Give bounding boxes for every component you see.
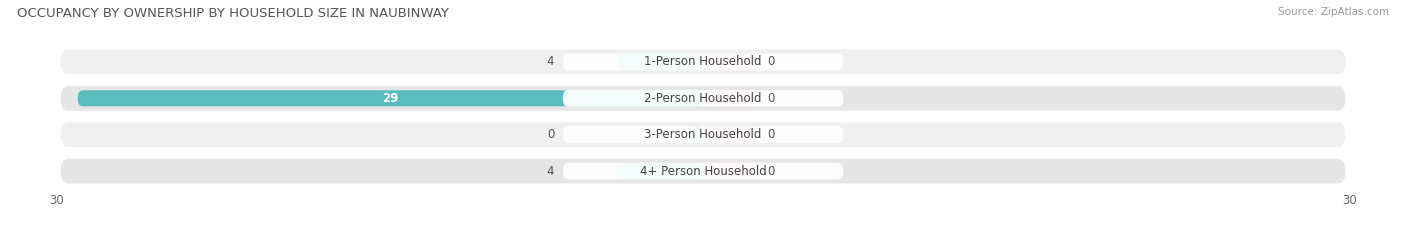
Text: 4: 4: [547, 164, 554, 178]
FancyBboxPatch shape: [562, 126, 844, 143]
Text: 0: 0: [768, 164, 775, 178]
Text: 0: 0: [768, 55, 775, 69]
Text: OCCUPANCY BY OWNERSHIP BY HOUSEHOLD SIZE IN NAUBINWAY: OCCUPANCY BY OWNERSHIP BY HOUSEHOLD SIZE…: [17, 7, 449, 20]
Text: 0: 0: [768, 128, 775, 141]
FancyBboxPatch shape: [60, 50, 1346, 74]
Text: 4+ Person Household: 4+ Person Household: [640, 164, 766, 178]
FancyBboxPatch shape: [703, 90, 756, 106]
FancyBboxPatch shape: [562, 54, 844, 70]
Text: 29: 29: [382, 92, 398, 105]
FancyBboxPatch shape: [617, 163, 703, 179]
Text: 1-Person Household: 1-Person Household: [644, 55, 762, 69]
FancyBboxPatch shape: [692, 127, 703, 143]
FancyBboxPatch shape: [703, 54, 756, 70]
Text: 0: 0: [768, 92, 775, 105]
Text: 0: 0: [547, 128, 554, 141]
FancyBboxPatch shape: [703, 163, 756, 179]
Text: Source: ZipAtlas.com: Source: ZipAtlas.com: [1278, 7, 1389, 17]
FancyBboxPatch shape: [703, 127, 756, 143]
Text: 3-Person Household: 3-Person Household: [644, 128, 762, 141]
FancyBboxPatch shape: [562, 163, 844, 179]
FancyBboxPatch shape: [617, 54, 703, 70]
Text: 4: 4: [547, 55, 554, 69]
FancyBboxPatch shape: [60, 122, 1346, 147]
Text: 2-Person Household: 2-Person Household: [644, 92, 762, 105]
FancyBboxPatch shape: [562, 90, 844, 107]
FancyBboxPatch shape: [60, 86, 1346, 111]
FancyBboxPatch shape: [77, 90, 703, 106]
FancyBboxPatch shape: [60, 159, 1346, 183]
